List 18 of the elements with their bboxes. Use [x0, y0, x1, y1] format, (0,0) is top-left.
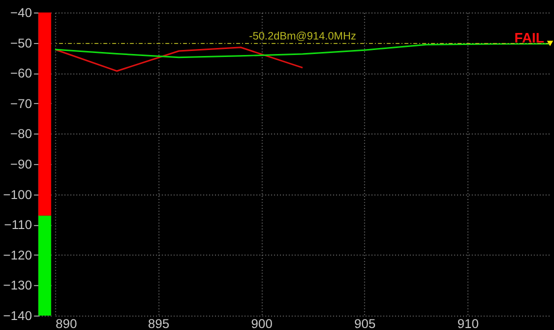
y-tick-label: −130: [3, 278, 32, 293]
ref-line-label: -50.2dBm@914.0MHz: [249, 30, 356, 42]
y-tick-label: −80: [10, 126, 32, 142]
x-tick-label: 890: [56, 316, 77, 330]
y-tick-label: −110: [4, 217, 32, 232]
y-tick-label: −50: [10, 35, 32, 50]
x-tick-label: 910: [457, 316, 479, 330]
annotation: FAIL: [514, 30, 544, 46]
y-tick-label: −120: [3, 247, 32, 262]
y-tick-label: −70: [10, 96, 32, 111]
x-tick-label: 900: [251, 316, 272, 330]
y-tick-label: −90: [10, 156, 32, 172]
y-tick-label: −140: [3, 308, 32, 324]
y-tick-label: −60: [10, 66, 32, 81]
y-tick-label: −100: [3, 186, 32, 202]
y-tick-label: −40: [10, 4, 32, 20]
x-tick-label: 905: [354, 316, 376, 330]
x-tick-label: 895: [148, 316, 170, 330]
